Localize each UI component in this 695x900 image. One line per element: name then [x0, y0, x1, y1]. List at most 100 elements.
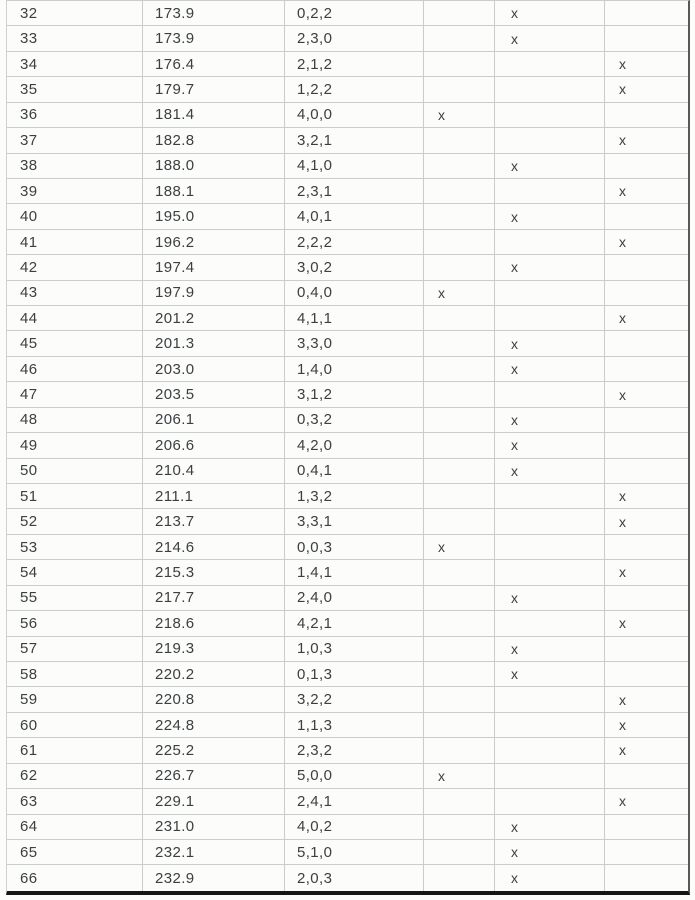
- cell-value: 217.7: [143, 585, 285, 611]
- cell-mark-1: [424, 128, 495, 153]
- cell-mark-1: [424, 331, 495, 356]
- cell-mark-2: x: [495, 814, 605, 839]
- cell-value: 197.4: [143, 255, 285, 280]
- cell-index: 45: [7, 331, 143, 356]
- cell-combo: 2,1,2: [285, 51, 424, 77]
- cell-mark-1: [424, 1, 495, 26]
- cell-index: 47: [7, 382, 143, 407]
- cell-value: 220.2: [143, 661, 285, 687]
- cell-combo: 4,0,0: [285, 102, 424, 128]
- table-row: 48 206.1 0,3,2 x: [7, 407, 688, 434]
- cell-mark-1: x: [424, 280, 495, 306]
- cell-value: 201.3: [143, 331, 285, 356]
- cell-mark-3: [605, 26, 688, 50]
- cell-index: 32: [7, 1, 143, 26]
- cell-mark-1: [424, 229, 495, 255]
- cell-mark-3: [605, 408, 688, 432]
- cell-combo: 4,0,1: [285, 204, 424, 229]
- cell-mark-1: [424, 153, 495, 178]
- cell-mark-1: [424, 789, 495, 814]
- cell-combo: 3,0,2: [285, 255, 424, 280]
- cell-mark-1: [424, 585, 495, 611]
- cell-index: 37: [7, 128, 143, 153]
- cell-index: 59: [7, 687, 143, 712]
- table-row: 33 173.9 2,3,0 x: [7, 26, 688, 52]
- cell-mark-1: [424, 687, 495, 712]
- cell-mark-3: x: [619, 488, 627, 505]
- cell-mark-3: [605, 1, 688, 25]
- cell-mark-1: [424, 484, 495, 509]
- cell-index: 46: [7, 356, 143, 382]
- cell-combo: 1,3,2: [285, 484, 424, 509]
- cell-value: 226.7: [143, 763, 285, 789]
- cell-mark-3: x: [619, 56, 627, 73]
- cell-mark-2: [495, 178, 605, 204]
- cell-index: 54: [7, 560, 143, 585]
- cell-combo: 2,4,0: [285, 585, 424, 611]
- cell-index: 38: [7, 153, 143, 178]
- cell-mark-1: [424, 51, 495, 77]
- cell-mark-2: [495, 534, 605, 560]
- cell-mark-3: x: [619, 564, 627, 581]
- table-row: 35 179.7 1,2,2 x: [7, 77, 688, 103]
- cell-index: 65: [7, 839, 143, 865]
- table-row: 45 201.3 3,3,0 x: [7, 331, 688, 357]
- cell-mark-2: x: [495, 433, 605, 458]
- cell-mark-3: x: [619, 793, 627, 810]
- table-row: 60 224.8 1,1,3 x: [7, 712, 688, 739]
- cell-index: 58: [7, 661, 143, 687]
- cell-combo: 0,3,2: [285, 407, 424, 433]
- cell-value: 210.4: [143, 458, 285, 484]
- cell-combo: 3,2,2: [285, 687, 424, 712]
- cell-mark-3: x: [619, 81, 627, 98]
- cell-mark-2: [495, 509, 605, 534]
- table-row: 37 182.8 3,2,1 x: [7, 128, 688, 154]
- table-row: 62 226.7 5,0,0 x: [7, 763, 688, 790]
- table-row: 49 206.6 4,2,0 x: [7, 433, 688, 459]
- cell-combo: 0,1,3: [285, 661, 424, 687]
- table-row: 44 201.2 4,1,1 x: [7, 306, 688, 332]
- cell-mark-3: x: [619, 132, 627, 149]
- cell-combo: 0,4,0: [285, 280, 424, 306]
- cell-value: 220.8: [143, 687, 285, 712]
- table-row: 40 195.0 4,0,1 x: [7, 204, 688, 230]
- table-row: 59 220.8 3,2,2 x: [7, 687, 688, 713]
- table-row: 61 225.2 2,3,2 x: [7, 738, 688, 764]
- cell-index: 34: [7, 51, 143, 77]
- cell-combo: 3,2,1: [285, 128, 424, 153]
- cell-mark-2: [495, 77, 605, 102]
- cell-combo: 2,0,3: [285, 865, 424, 891]
- cell-mark-2: x: [495, 839, 605, 865]
- cell-combo: 4,1,1: [285, 306, 424, 331]
- cell-combo: 5,0,0: [285, 763, 424, 789]
- cell-mark-2: [495, 51, 605, 77]
- table-row: 64 231.0 4,0,2 x: [7, 814, 688, 840]
- cell-index: 51: [7, 484, 143, 509]
- cell-index: 48: [7, 407, 143, 433]
- cell-mark-2: [495, 763, 605, 789]
- cell-index: 55: [7, 585, 143, 611]
- cell-combo: 0,2,2: [285, 1, 424, 26]
- cell-combo: 4,2,0: [285, 433, 424, 458]
- cell-mark-1: [424, 509, 495, 534]
- cell-mark-1: [424, 433, 495, 458]
- cell-mark-2: [495, 611, 605, 636]
- cell-index: 42: [7, 255, 143, 280]
- cell-mark-3: [605, 764, 688, 788]
- cell-value: 203.0: [143, 356, 285, 382]
- table-row: 57 219.3 1,0,3 x: [7, 636, 688, 662]
- cell-combo: 3,1,2: [285, 382, 424, 407]
- cell-value: 195.0: [143, 204, 285, 229]
- cell-combo: 4,0,2: [285, 814, 424, 839]
- cell-mark-3: x: [619, 717, 627, 734]
- cell-combo: 2,2,2: [285, 229, 424, 255]
- cell-mark-1: [424, 178, 495, 204]
- cell-mark-3: x: [619, 386, 627, 403]
- cell-combo: 4,2,1: [285, 611, 424, 636]
- table-row: 51 211.1 1,3,2 x: [7, 484, 688, 510]
- cell-index: 52: [7, 509, 143, 534]
- cell-mark-2: [495, 712, 605, 738]
- cell-index: 63: [7, 789, 143, 814]
- cell-value: 219.3: [143, 636, 285, 661]
- cell-mark-3: [605, 103, 688, 127]
